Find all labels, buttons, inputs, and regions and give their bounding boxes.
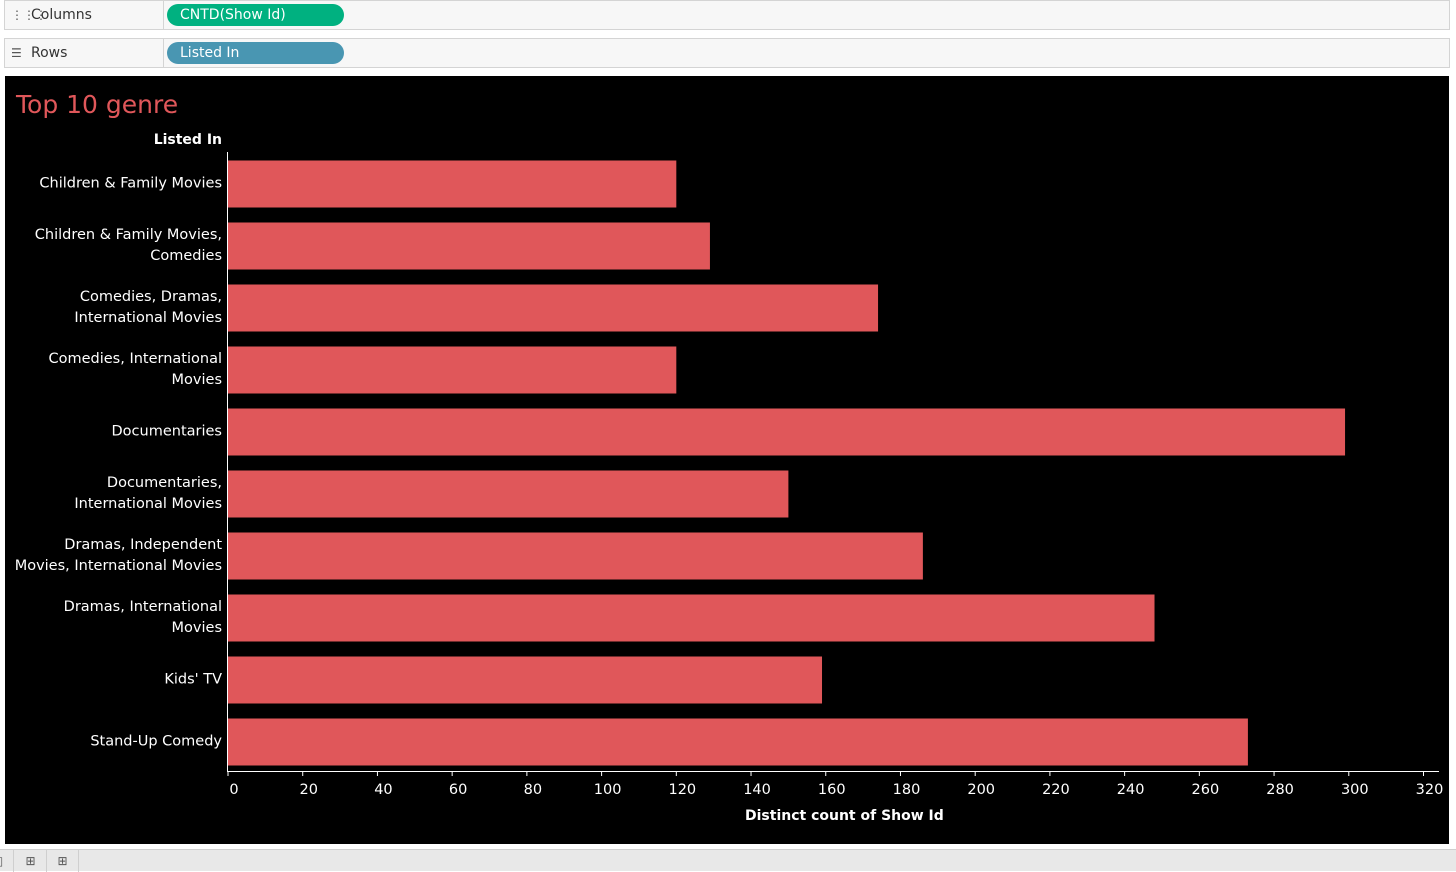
sheet-tab-bar: □ ⊞ ⊞ (0, 849, 1456, 872)
category-label-3[interactable]: Comedies, International Movies (48, 351, 222, 388)
bar-4[interactable] (228, 408, 1346, 456)
category-label-2[interactable]: Comedies, Dramas, International Movies (74, 289, 222, 326)
category-label-7[interactable]: Dramas, International Movies (63, 599, 222, 636)
x-tick-label-2: 40 (374, 782, 392, 798)
data-source-tab-icon[interactable]: □ (0, 850, 14, 872)
rows-shelf: ☰ Rows Listed In (4, 38, 1450, 68)
x-tick-label-15: 300 (1341, 782, 1369, 798)
columns-icon: ⋮⋮⋮ (11, 8, 47, 22)
x-tick-label-8: 160 (818, 782, 846, 798)
x-axis-title[interactable]: Distinct count of Show Id (745, 808, 944, 824)
category-label-0[interactable]: Children & Family Movies (39, 175, 222, 192)
new-dashboard-icon[interactable]: ⊞ (47, 850, 79, 872)
x-tick-label-14: 280 (1266, 782, 1294, 798)
rows-icon: ☰ (11, 46, 22, 60)
category-label-4[interactable]: Documentaries (111, 423, 222, 440)
x-tick-label-5: 100 (594, 782, 622, 798)
x-tick-label-16: 320 (1416, 782, 1444, 798)
x-tick-label-10: 200 (967, 782, 995, 798)
bar-7[interactable] (228, 594, 1155, 642)
x-tick-label-3: 60 (449, 782, 467, 798)
x-tick-label-0: 0 (229, 782, 238, 798)
columns-shelf: ⋮⋮⋮Columns CNTD(Show Id) (4, 0, 1450, 30)
bar-3[interactable] (228, 346, 677, 394)
bar-chart: 0 20 40 60 80 100 120 140 160 180 200 220 240 260 280 3… (227, 152, 1444, 798)
bar-5[interactable] (228, 470, 789, 518)
bar-6[interactable] (228, 532, 923, 580)
bar-9[interactable] (228, 718, 1248, 766)
bar-0[interactable] (228, 160, 677, 208)
category-label-1[interactable]: Children & Family Movies, Comedies (34, 227, 222, 264)
x-tick-label-9: 180 (893, 782, 921, 798)
rows-shelf-label: ☰ Rows (5, 39, 164, 67)
columns-shelf-label: ⋮⋮⋮Columns (5, 1, 164, 29)
bar-1[interactable] (228, 222, 710, 270)
category-label-8[interactable]: Kids' TV (164, 671, 222, 688)
chart-title: Top 10 genre (16, 90, 179, 119)
x-tick-label-7: 140 (743, 782, 771, 798)
x-tick-label-13: 260 (1192, 782, 1220, 798)
category-label-6[interactable]: Dramas, Independent Movies, International… (14, 537, 222, 574)
x-tick-label-4: 80 (524, 782, 542, 798)
x-tick-label-11: 220 (1042, 782, 1070, 798)
category-label-5[interactable]: Documentaries, International Movies (74, 475, 222, 512)
bar-8[interactable] (228, 656, 823, 704)
x-tick-label-6: 120 (668, 782, 696, 798)
rows-pill[interactable]: Listed In (167, 42, 344, 64)
x-tick-label-1: 20 (299, 782, 317, 798)
category-label-9[interactable]: Stand-Up Comedy (90, 733, 222, 750)
bar-2[interactable] (228, 284, 879, 332)
x-tick-label-12: 240 (1117, 782, 1145, 798)
new-sheet-icon[interactable]: ⊞ (15, 850, 47, 872)
row-header[interactable]: Listed In (153, 132, 222, 148)
chart-canvas: Top 10 genre Listed In Children & Family… (5, 76, 1449, 844)
columns-pill[interactable]: CNTD(Show Id) (167, 4, 344, 26)
